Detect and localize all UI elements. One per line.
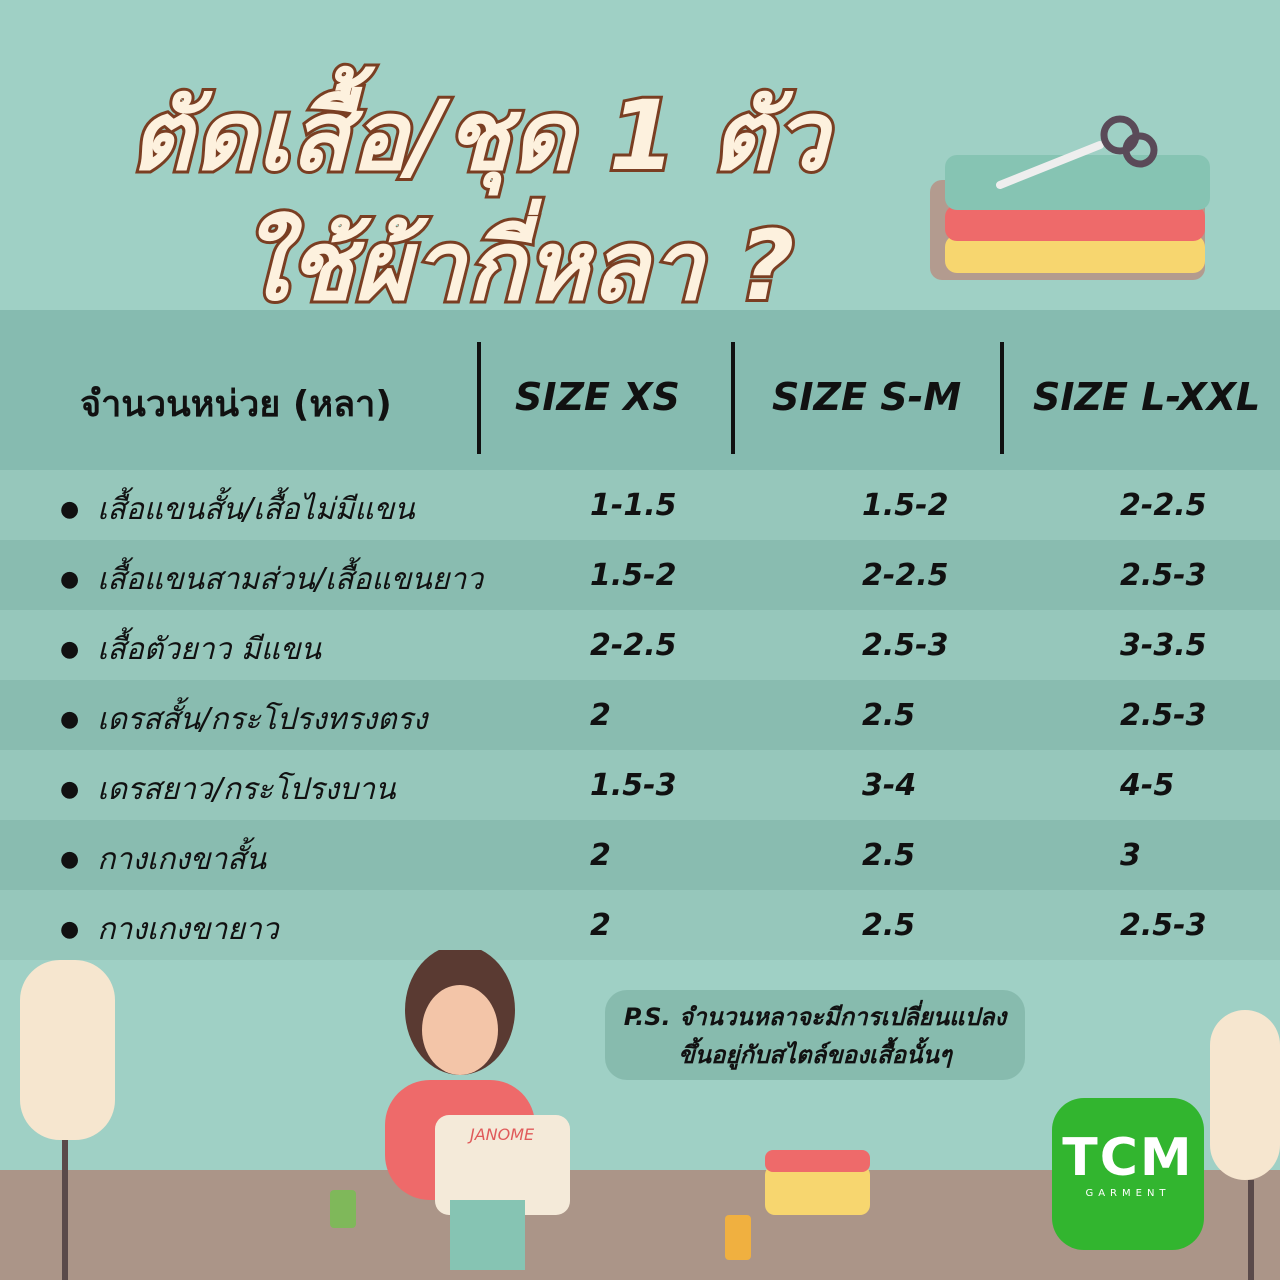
row-item: เดรสสั้น/กระโปรงทรงตรง xyxy=(60,696,427,743)
value-lxxl: 3 xyxy=(1120,838,1141,873)
table-row: เดรสยาว/กระโปรงบาน 1.5-3 3-4 4-5 xyxy=(0,750,1280,820)
value-lxxl: 2.5-3 xyxy=(1120,558,1207,593)
table-row: กางเกงขายาว 2 2.5 2.5-3 xyxy=(0,890,1280,960)
seamstress-illustration: JANOME xyxy=(20,950,1280,1280)
value-xs: 1.5-2 xyxy=(590,558,677,593)
value-sm: 2.5 xyxy=(862,698,916,733)
value-xs: 2 xyxy=(590,838,611,873)
header-unit: จำนวนหน่วย (หลา) xyxy=(80,384,392,425)
header-lxxl: SIZE L-XXL xyxy=(1033,375,1261,419)
table-row: เสื้อแขนสั้น/เสื้อไม่มีแขน 1-1.5 1.5-2 2… xyxy=(0,470,1280,540)
row-item: เสื้อตัวยาว มีแขน xyxy=(60,626,321,673)
value-sm: 2-2.5 xyxy=(862,558,949,593)
divider xyxy=(731,342,735,454)
value-lxxl: 2.5-3 xyxy=(1120,698,1207,733)
row-item: กางเกงขายาว xyxy=(60,906,278,953)
tcm-garment-logo: TCM GARMENT xyxy=(1052,1098,1204,1250)
title-line-2: ใช้ผ้ากี่หลา ? xyxy=(237,207,797,325)
value-xs: 2 xyxy=(590,698,611,733)
note-box: P.S. จำนวนหลาจะมีการเปลี่ยนแปลง ขึ้นอยู่… xyxy=(605,990,1025,1080)
logo-mark: TCM xyxy=(1062,1128,1194,1188)
divider xyxy=(477,342,481,454)
value-xs: 2 xyxy=(590,908,611,943)
value-xs: 1.5-3 xyxy=(590,768,677,803)
logo-sub: GARMENT xyxy=(1085,1188,1171,1199)
note-line-1: P.S. จำนวนหลาจะมีการเปลี่ยนแปลง xyxy=(623,1003,1007,1031)
row-item: กางเกงขาสั้น xyxy=(60,836,266,883)
table-header xyxy=(0,310,1280,470)
value-xs: 2-2.5 xyxy=(590,628,677,663)
table-row: เดรสสั้น/กระโปรงทรงตรง 2 2.5 2.5-3 xyxy=(0,680,1280,750)
row-item: เสื้อแขนสั้น/เสื้อไม่มีแขน xyxy=(60,486,414,533)
value-sm: 2.5 xyxy=(862,838,916,873)
note-line-2: ขึ้นอยู่กับสไตล์ของเสื้อนั้นๆ xyxy=(678,1041,952,1069)
machine-brand: JANOME xyxy=(467,1125,535,1144)
value-sm: 2.5-3 xyxy=(862,628,949,663)
table-row: เสื้อตัวยาว มีแขน 2-2.5 2.5-3 3-3.5 xyxy=(0,610,1280,680)
header-sm: SIZE S-M xyxy=(772,375,962,419)
value-xs: 1-1.5 xyxy=(590,488,677,523)
value-sm: 1.5-2 xyxy=(862,488,949,523)
value-sm: 2.5 xyxy=(862,908,916,943)
value-lxxl: 2.5-3 xyxy=(1120,908,1207,943)
divider xyxy=(1000,342,1004,454)
value-sm: 3-4 xyxy=(862,768,917,803)
row-item: เสื้อแขนสามส่วน/เสื้อแขนยาว xyxy=(60,556,483,603)
fabric-stack-scissors-illustration xyxy=(930,115,1210,280)
table-row: กางเกงขาสั้น 2 2.5 3 xyxy=(0,820,1280,890)
value-lxxl: 4-5 xyxy=(1120,768,1175,803)
table-row: เสื้อแขนสามส่วน/เสื้อแขนยาว 1.5-2 2-2.5 … xyxy=(0,540,1280,610)
title-line-1: ตัดเสื้อ/ชุด 1 ตัว xyxy=(127,77,831,195)
value-lxxl: 3-3.5 xyxy=(1120,628,1207,663)
value-lxxl: 2-2.5 xyxy=(1120,488,1207,523)
row-item: เดรสยาว/กระโปรงบาน xyxy=(60,766,395,813)
header-xs: SIZE XS xyxy=(515,375,680,419)
